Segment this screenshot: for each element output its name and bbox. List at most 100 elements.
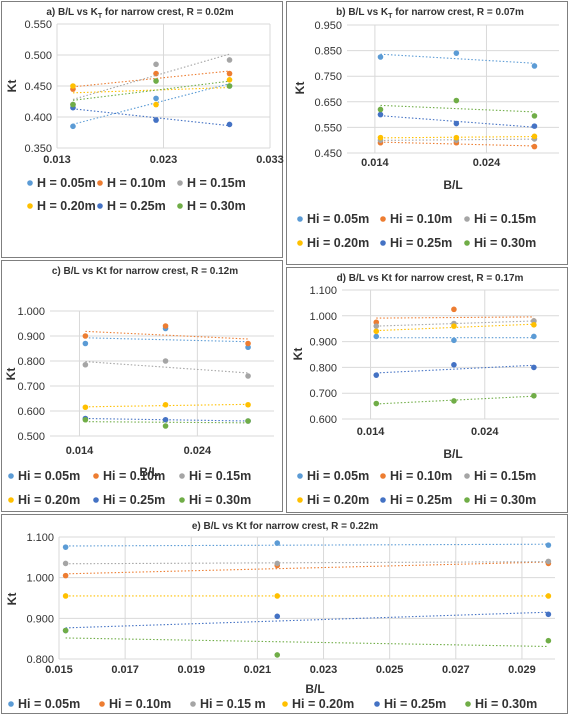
data-point xyxy=(451,337,457,344)
legend-label: Hi = 0.15m xyxy=(474,212,536,226)
x-tick-label: 0.013 xyxy=(43,154,71,166)
data-point xyxy=(451,398,457,404)
x-axis-label: B/L xyxy=(443,178,462,192)
x-tick-label: 0.015 xyxy=(45,664,73,676)
legend-label: Hi = 0.10m xyxy=(390,469,452,483)
data-point xyxy=(531,333,537,340)
data-point xyxy=(274,540,281,546)
chart-title: d) B/L vs Kt for narrow crest, R = 0.17m xyxy=(337,273,524,284)
data-point xyxy=(70,101,76,108)
x-tick-label: 0.023 xyxy=(150,154,178,166)
chart-title-subscript: T xyxy=(98,13,103,20)
chart-panel-d: d) B/L vs Kt for narrow crest, R = 0.17m… xyxy=(286,267,568,513)
data-point xyxy=(82,404,89,411)
data-point xyxy=(373,328,380,335)
y-tick-label: 0.550 xyxy=(24,19,52,31)
trendline xyxy=(85,330,249,340)
legend-label: Hi = 0.05m xyxy=(307,469,369,483)
data-point xyxy=(451,362,457,368)
data-point xyxy=(453,97,460,104)
data-point xyxy=(70,123,76,130)
data-point xyxy=(62,593,69,599)
legend-label: Hi = 0.20m xyxy=(292,697,354,711)
legend-label: Hi = 0.25m xyxy=(384,697,446,711)
data-point xyxy=(531,133,538,140)
x-axis-label: B/L xyxy=(443,447,462,461)
data-point xyxy=(545,593,552,599)
legend-label: Hi = 0.05m xyxy=(18,697,80,711)
chart-title-subscript: T xyxy=(388,13,393,20)
legend-marker xyxy=(177,180,183,186)
x-tick-label: 0.017 xyxy=(111,664,139,676)
trendline xyxy=(85,361,249,374)
trendline xyxy=(65,611,549,629)
data-point xyxy=(226,83,233,89)
legend-marker xyxy=(93,497,99,503)
data-point xyxy=(82,416,89,423)
data-point xyxy=(226,121,233,128)
trendline xyxy=(65,637,549,648)
y-tick-label: 0.700 xyxy=(309,388,337,400)
legend-marker xyxy=(380,216,386,222)
chart-title-rest: for narrow crest, R = 0.02m xyxy=(102,7,234,18)
legend-label: Hi = 0.05m xyxy=(18,469,80,483)
chart-title-rest: for narrow crest, R = 0.07m xyxy=(392,7,524,18)
legend-label: Hi = 0.15m xyxy=(474,469,536,483)
chart-title-main: b) B/L vs K xyxy=(336,7,389,18)
y-tick-label: 0.800 xyxy=(17,356,45,368)
legend-label: Hi = 0.30m xyxy=(475,697,537,711)
x-tick-label: 0.024 xyxy=(473,157,501,169)
chart-title: a) B/L vs KT for narrow crest, R = 0.02m xyxy=(46,7,233,20)
data-point xyxy=(245,418,251,424)
data-point xyxy=(531,322,537,328)
legend-label: Hi = 0.20m xyxy=(18,493,80,507)
chart-title: c) B/L vs Kt for narrow crest, R = 0.12m xyxy=(52,266,238,277)
legend-marker xyxy=(27,180,33,186)
y-axis-label: Kt xyxy=(291,348,305,361)
chart-panel-c: c) B/L vs Kt for narrow crest, R = 0.12m… xyxy=(1,260,283,512)
y-tick-label: 1.100 xyxy=(26,532,54,544)
y-tick-label: 0.750 xyxy=(314,71,342,83)
x-tick-label: 0.023 xyxy=(310,664,338,676)
data-point xyxy=(226,70,233,77)
y-tick-label: 0.900 xyxy=(17,331,45,343)
chart-title-main: a) B/L vs K xyxy=(46,7,98,18)
y-tick-label: 0.900 xyxy=(26,613,54,625)
x-tick-label: 0.014 xyxy=(361,157,389,169)
legend-marker xyxy=(27,203,33,209)
legend-marker xyxy=(93,473,99,479)
y-tick-label: 0.500 xyxy=(24,50,52,62)
data-point xyxy=(226,57,233,63)
data-point xyxy=(531,63,538,69)
y-tick-label: 0.900 xyxy=(309,337,337,349)
x-axis-label: B/L xyxy=(139,465,158,479)
x-tick-label: 0.027 xyxy=(442,664,470,676)
data-point xyxy=(245,401,251,408)
legend-marker xyxy=(8,701,14,707)
legend-marker xyxy=(297,216,303,222)
data-point xyxy=(377,54,384,60)
trendline xyxy=(85,337,249,343)
y-axis-label: Kt xyxy=(5,80,19,93)
y-tick-label: 0.600 xyxy=(17,406,45,418)
data-point xyxy=(82,333,89,339)
legend-marker xyxy=(380,240,386,246)
trendline xyxy=(65,561,549,575)
data-point xyxy=(451,306,457,313)
legend-label: Hi = 0.25m xyxy=(390,493,452,507)
legend-marker xyxy=(282,701,288,707)
legend-marker xyxy=(97,180,103,186)
legend-marker xyxy=(464,473,470,479)
legend-label: Hi = 0.15 m xyxy=(200,697,266,711)
y-tick-label: 0.550 xyxy=(314,122,342,134)
legend-label: Hi = 0.05m xyxy=(307,212,369,226)
data-point xyxy=(82,361,89,368)
trendline xyxy=(380,104,535,113)
legend-marker xyxy=(374,701,380,707)
y-tick-label: 1.000 xyxy=(26,573,54,585)
legend-label: H = 0.20m xyxy=(37,199,96,213)
data-point xyxy=(62,572,69,579)
legend-label: Hi = 0.20m xyxy=(307,236,369,250)
x-tick-label: 0.025 xyxy=(376,664,404,676)
data-point xyxy=(373,323,380,329)
